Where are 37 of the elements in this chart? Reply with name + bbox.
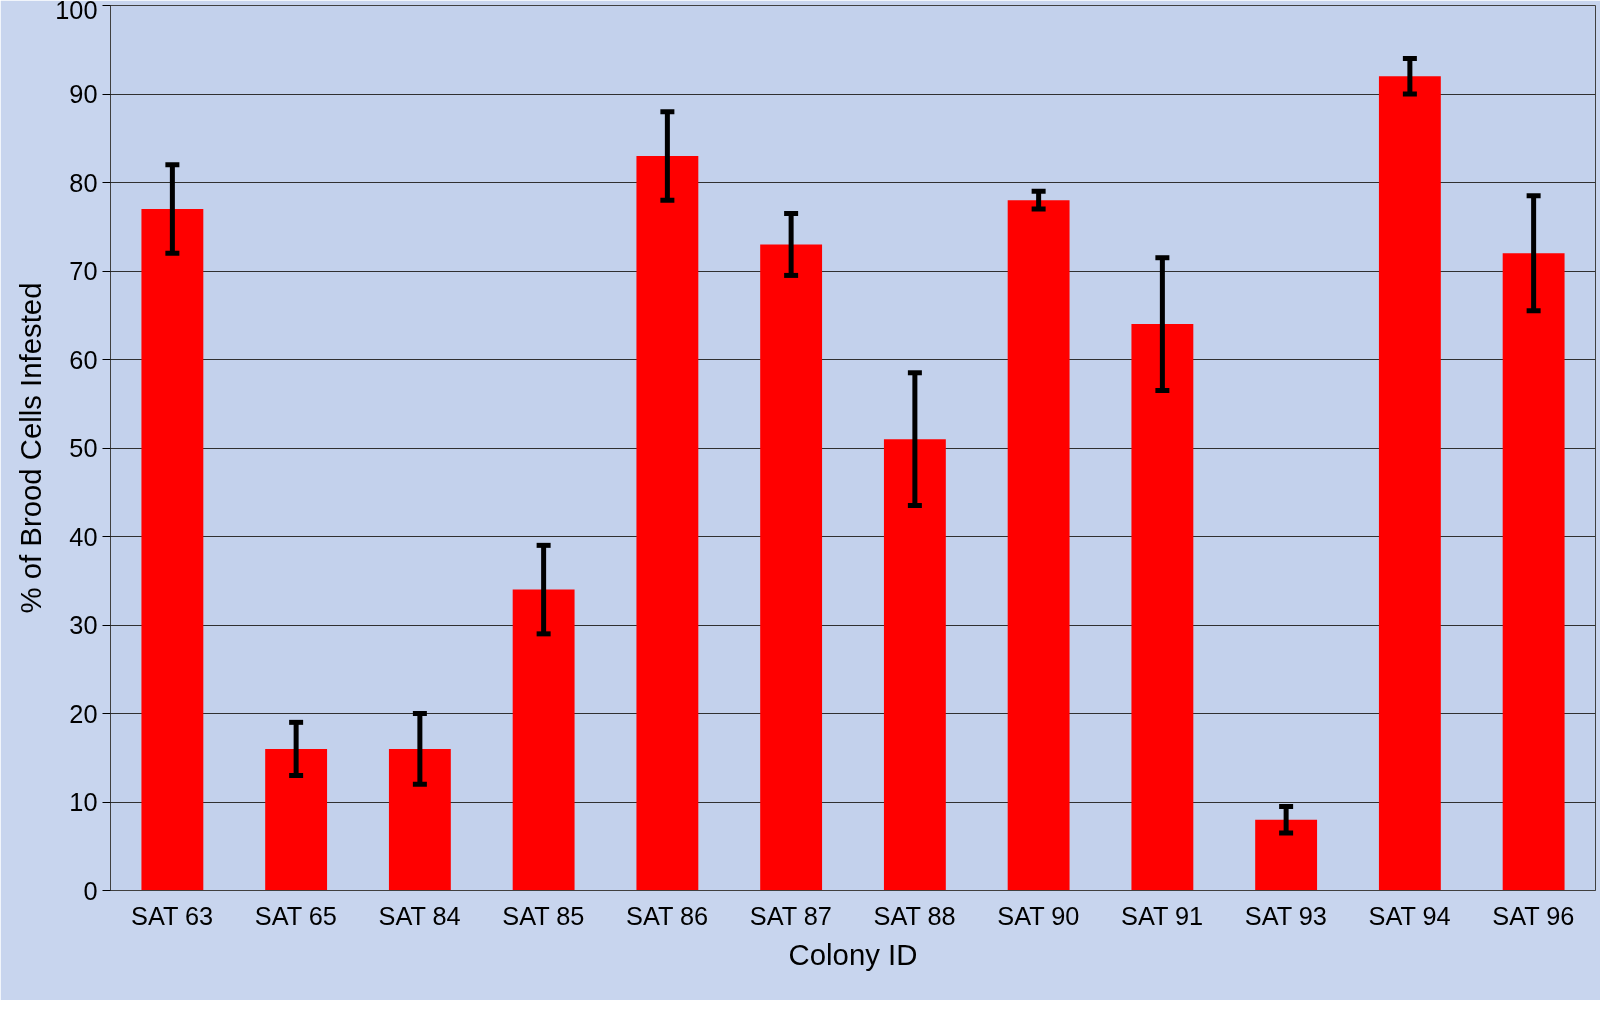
bar bbox=[1502, 253, 1565, 891]
x-axis-title: Colony ID bbox=[788, 937, 918, 971]
x-tick-label: SAT 65 bbox=[254, 901, 337, 930]
y-tick-label: 70 bbox=[69, 257, 98, 285]
x-tick-label: SAT 93 bbox=[1244, 901, 1327, 930]
x-tick-label: SAT 91 bbox=[1121, 901, 1204, 930]
y-tick-label: 90 bbox=[69, 80, 98, 108]
y-tick-label: 50 bbox=[69, 434, 98, 462]
x-tick-label: SAT 84 bbox=[378, 901, 461, 930]
y-tick-label: 0 bbox=[83, 876, 98, 905]
y-axis-title: % of Brood Cells Infested bbox=[14, 282, 48, 614]
y-tick-label: 60 bbox=[69, 345, 98, 374]
y-tick-label: 30 bbox=[69, 611, 98, 639]
bar bbox=[636, 155, 699, 891]
x-tick-label: SAT 88 bbox=[873, 901, 956, 930]
y-tick-label: 80 bbox=[69, 168, 98, 197]
bar bbox=[1378, 76, 1441, 891]
x-tick-label: SAT 87 bbox=[749, 901, 832, 930]
x-tick-label: SAT 90 bbox=[997, 901, 1080, 930]
x-tick-label: SAT 85 bbox=[502, 901, 585, 930]
bar bbox=[1131, 324, 1194, 891]
y-tick-label: 20 bbox=[69, 699, 98, 728]
x-tick-label: SAT 96 bbox=[1492, 901, 1575, 930]
y-tick-label: 100 bbox=[55, 0, 98, 24]
bar bbox=[388, 748, 451, 891]
x-tick-label: SAT 63 bbox=[131, 901, 214, 930]
y-tick-label: 10 bbox=[69, 788, 98, 816]
bar bbox=[265, 748, 328, 891]
bar bbox=[512, 589, 575, 891]
bar bbox=[141, 209, 204, 891]
bar bbox=[1007, 200, 1070, 891]
bar bbox=[883, 439, 946, 891]
bar bbox=[1255, 819, 1318, 891]
bar bbox=[760, 244, 823, 891]
x-tick-label: SAT 94 bbox=[1368, 901, 1451, 930]
y-tick-label: 40 bbox=[69, 522, 98, 551]
x-tick-label: SAT 86 bbox=[626, 901, 709, 930]
